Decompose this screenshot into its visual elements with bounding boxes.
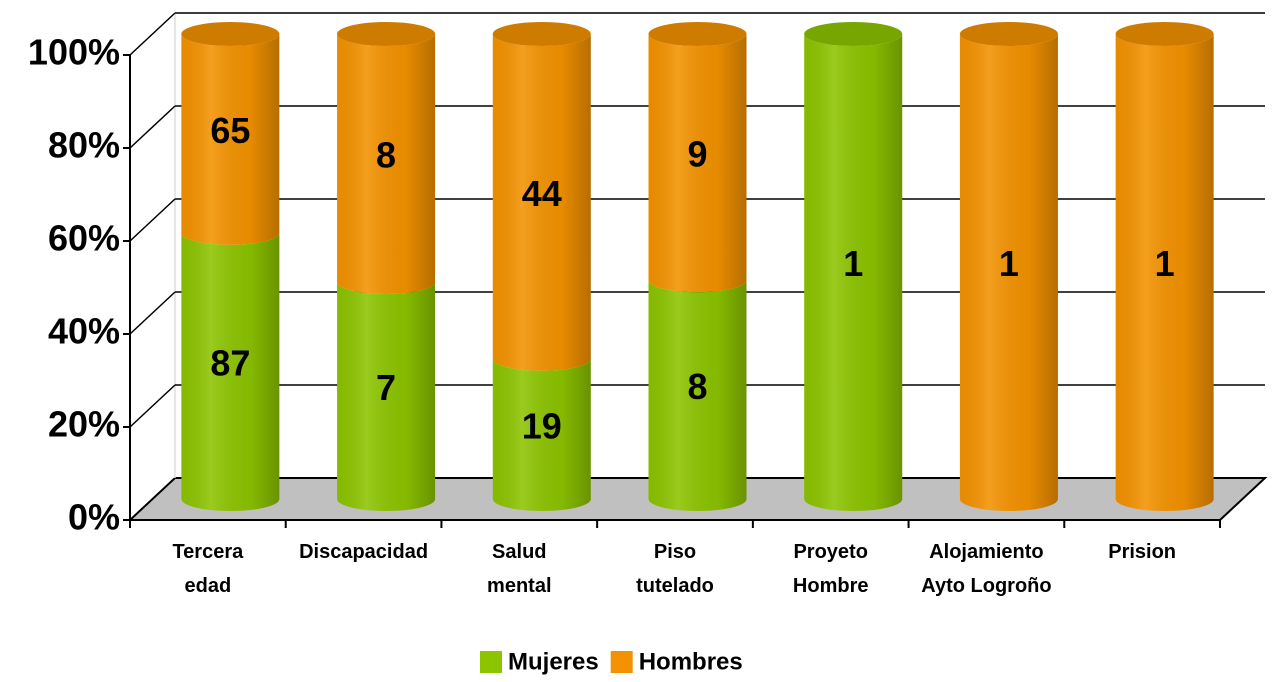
x-tick-label: Alojamiento Ayto Logroño [921, 541, 1051, 597]
grid-line-side [129, 12, 176, 56]
cylinder-shade [181, 232, 280, 512]
grid-line-side [129, 105, 176, 149]
data-label: 8 [687, 366, 707, 407]
data-label: 1 [1155, 243, 1175, 284]
cylinder-top-shade [648, 22, 747, 46]
y-tick-label: 0% [68, 497, 120, 538]
cylinder-top-shade [1115, 22, 1214, 46]
data-label: 8 [376, 135, 396, 176]
cylinder-top [181, 22, 280, 46]
data-label: 19 [522, 405, 562, 446]
cylinder-top [1115, 22, 1214, 46]
cylinder-shade [337, 282, 436, 512]
cylinder-shade [1115, 34, 1214, 512]
x-tick-label: Proyeto Hombre [793, 541, 869, 597]
cylinder-shade [492, 358, 591, 511]
cylinder-top-shade [804, 22, 903, 46]
y-tick-label: 80% [48, 125, 120, 166]
cylinder-shade [337, 34, 436, 294]
grid-line-side [129, 291, 176, 335]
cylinder-shade [492, 34, 591, 371]
data-label: 1 [843, 243, 863, 284]
grid-line-side [129, 198, 176, 242]
legend-label: Hombres [639, 648, 743, 675]
y-tick-label: 100% [28, 32, 120, 73]
cylinder-top-shade [959, 22, 1058, 46]
x-tick-label: Prision [1108, 541, 1176, 563]
legend-label: Mujeres [508, 648, 599, 675]
data-label: 9 [687, 134, 707, 175]
grid-line-side [129, 384, 176, 428]
cylinder-shade [648, 34, 747, 293]
data-label: 44 [522, 173, 562, 214]
cylinder-shade [181, 34, 280, 245]
x-tick-label: Discapacidad [299, 541, 428, 563]
cylinder-top [337, 22, 436, 46]
cylinder-shade [959, 34, 1058, 512]
data-label: 87 [210, 342, 250, 383]
y-tick-label: 20% [48, 404, 120, 445]
data-label: 1 [999, 243, 1019, 284]
data-label: 7 [376, 367, 396, 408]
x-tick-label: Salud mental [487, 541, 551, 597]
cylinder-top-shade [492, 22, 591, 46]
legend-swatch [480, 651, 502, 673]
cylinder-top [804, 22, 903, 46]
data-label: 65 [210, 110, 250, 151]
legend-swatch [610, 651, 633, 673]
cylinder-top [959, 22, 1058, 46]
x-tick-label: Tercera edad [172, 541, 244, 597]
cylinder-shade [648, 280, 747, 512]
cylinder-top [492, 22, 591, 46]
cylinder-top-shade [181, 22, 280, 46]
y-tick-label: 60% [48, 218, 120, 259]
cylinder-top [648, 22, 747, 46]
cylinder-shade [804, 34, 903, 512]
y-tick-label: 40% [48, 311, 120, 352]
cylinder-top-shade [337, 22, 436, 46]
x-tick-label: Piso tutelado [636, 541, 714, 597]
